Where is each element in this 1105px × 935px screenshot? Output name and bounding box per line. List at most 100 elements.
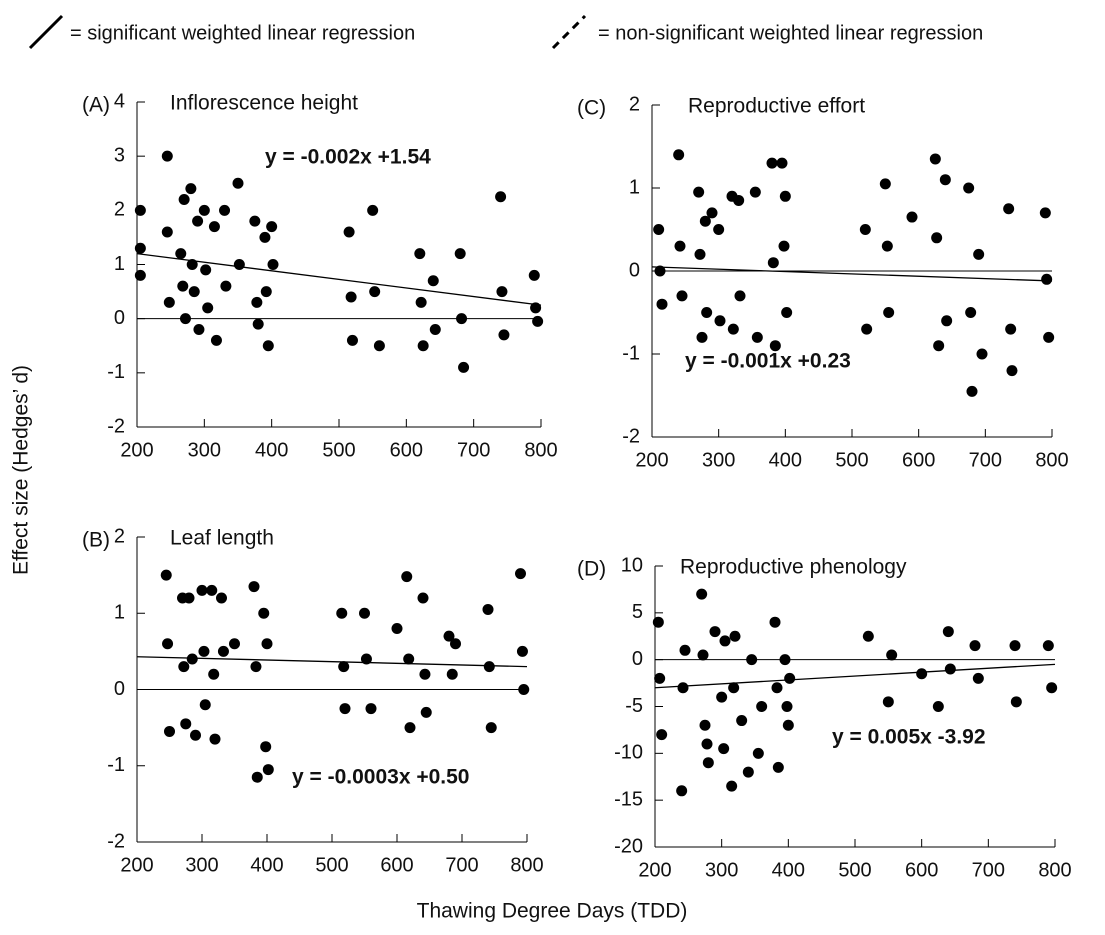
data-point bbox=[415, 296, 427, 308]
data-point bbox=[266, 221, 278, 233]
data-point bbox=[179, 313, 191, 325]
data-point bbox=[941, 315, 953, 327]
data-point bbox=[886, 649, 898, 661]
x-tick-label: 400 bbox=[255, 439, 288, 461]
x-tick-label: 200 bbox=[638, 859, 671, 881]
data-point bbox=[180, 718, 192, 730]
data-point bbox=[229, 638, 240, 650]
data-point bbox=[208, 668, 220, 680]
data-point bbox=[175, 248, 187, 260]
data-point bbox=[734, 290, 746, 302]
y-tick-label: 5 bbox=[632, 601, 643, 623]
data-point bbox=[417, 592, 429, 604]
data-point bbox=[185, 183, 197, 195]
data-point bbox=[262, 340, 274, 352]
data-point bbox=[696, 588, 708, 600]
panel-title: Inflorescence height bbox=[170, 92, 358, 115]
panel-label: (A) bbox=[82, 94, 110, 117]
data-point bbox=[262, 764, 274, 776]
data-point bbox=[677, 682, 689, 694]
y-tick-label: 0 bbox=[629, 259, 640, 281]
data-point bbox=[217, 645, 229, 657]
data-point bbox=[676, 785, 688, 797]
x-tick-label: 700 bbox=[972, 859, 1005, 881]
data-point bbox=[178, 661, 190, 673]
data-point bbox=[260, 741, 272, 753]
y-tick-label: -2 bbox=[107, 830, 125, 852]
data-point bbox=[656, 298, 668, 310]
data-point bbox=[208, 221, 220, 233]
x-tick-label: 200 bbox=[120, 854, 153, 876]
x-tick-label: 800 bbox=[510, 854, 543, 876]
data-point bbox=[261, 638, 273, 650]
data-point bbox=[496, 286, 508, 298]
data-point bbox=[417, 340, 429, 352]
data-point bbox=[933, 340, 945, 352]
data-point bbox=[251, 771, 263, 783]
x-tick-label: 600 bbox=[902, 449, 935, 471]
regression-line bbox=[651, 266, 1053, 282]
data-point bbox=[454, 248, 466, 260]
data-point bbox=[134, 204, 146, 216]
data-point bbox=[702, 757, 714, 769]
data-point bbox=[729, 630, 741, 642]
data-point bbox=[716, 691, 728, 703]
x-tick-label: 700 bbox=[969, 449, 1002, 471]
x-tick-label: 300 bbox=[188, 439, 221, 461]
data-point bbox=[718, 743, 730, 755]
data-point bbox=[699, 719, 711, 731]
data-point bbox=[942, 626, 954, 638]
y-tick-label: 2 bbox=[114, 525, 125, 547]
data-point bbox=[963, 182, 975, 194]
data-point bbox=[976, 348, 988, 360]
x-tick-label: 700 bbox=[457, 439, 490, 461]
data-point bbox=[784, 672, 796, 684]
data-point bbox=[931, 232, 943, 244]
data-point bbox=[1043, 331, 1055, 343]
data-point bbox=[779, 190, 791, 202]
data-point bbox=[679, 644, 691, 656]
y-tick-label: 1 bbox=[114, 253, 125, 275]
y-tick-label: 2 bbox=[114, 199, 125, 221]
data-point bbox=[719, 635, 731, 647]
equation: y = -0.0003x +0.50 bbox=[292, 766, 470, 789]
data-point bbox=[859, 224, 871, 235]
data-point bbox=[178, 194, 190, 205]
data-point bbox=[485, 722, 497, 734]
data-point bbox=[694, 248, 706, 260]
data-point bbox=[404, 722, 416, 734]
y-tick-label: -2 bbox=[107, 415, 125, 437]
y-tick-label: -15 bbox=[614, 788, 643, 810]
y-tick-label: 3 bbox=[114, 144, 125, 166]
data-point bbox=[929, 153, 941, 165]
data-point bbox=[360, 653, 372, 665]
data-point bbox=[1046, 682, 1058, 694]
data-point bbox=[676, 290, 688, 302]
y-tick-label: -20 bbox=[614, 835, 643, 857]
legend-dashed-icon bbox=[551, 14, 587, 50]
data-point bbox=[232, 177, 244, 189]
y-tick-label: 0 bbox=[114, 678, 125, 700]
data-point bbox=[193, 324, 205, 335]
data-point bbox=[518, 684, 530, 695]
data-point bbox=[427, 275, 439, 287]
data-point bbox=[749, 186, 761, 198]
data-point bbox=[776, 157, 788, 169]
y-tick-label: -2 bbox=[622, 425, 640, 447]
data-point bbox=[972, 672, 984, 684]
data-point bbox=[728, 682, 740, 694]
data-point bbox=[160, 569, 172, 581]
data-point bbox=[699, 215, 711, 227]
data-point bbox=[778, 240, 790, 252]
x-tick-label: 700 bbox=[445, 854, 478, 876]
x-tick-label: 800 bbox=[524, 439, 557, 461]
data-point bbox=[338, 661, 350, 673]
data-point bbox=[939, 174, 951, 186]
data-point bbox=[1041, 273, 1053, 285]
legend-solid-icon bbox=[28, 14, 64, 50]
y-tick-label: 4 bbox=[114, 90, 125, 112]
data-point bbox=[401, 571, 413, 583]
data-point bbox=[210, 334, 222, 346]
data-point bbox=[532, 315, 544, 327]
panel-title: Reproductive phenology bbox=[680, 556, 907, 579]
